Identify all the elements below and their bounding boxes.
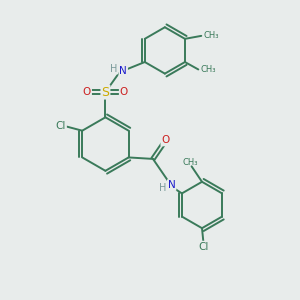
Text: O: O bbox=[120, 87, 128, 97]
Text: S: S bbox=[101, 85, 110, 98]
Text: Cl: Cl bbox=[56, 121, 66, 131]
Text: N: N bbox=[119, 66, 127, 76]
Text: H: H bbox=[159, 183, 166, 193]
Text: N: N bbox=[168, 180, 176, 190]
Text: O: O bbox=[83, 87, 91, 97]
Text: CH₃: CH₃ bbox=[201, 65, 216, 74]
Text: CH₃: CH₃ bbox=[204, 31, 219, 40]
Text: Cl: Cl bbox=[198, 242, 209, 252]
Text: O: O bbox=[161, 136, 169, 146]
Text: H: H bbox=[110, 64, 117, 74]
Text: CH₃: CH₃ bbox=[182, 158, 198, 167]
